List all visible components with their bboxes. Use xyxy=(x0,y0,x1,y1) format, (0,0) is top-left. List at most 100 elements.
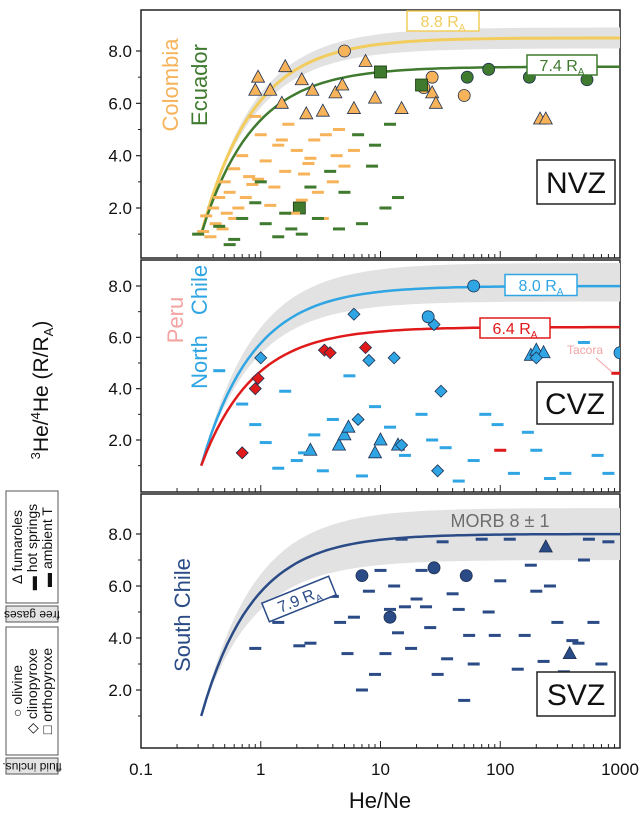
data-point xyxy=(252,177,265,181)
curve-label: 8.8 RA xyxy=(406,10,480,34)
series-north-chile-fumaroles xyxy=(303,342,551,459)
data-point xyxy=(278,58,293,73)
data-point xyxy=(299,105,314,120)
data-point xyxy=(543,584,556,588)
x-tick-label: 1 xyxy=(256,760,265,779)
y-tick-label: 4.0 xyxy=(108,147,132,166)
data-point xyxy=(204,235,217,239)
data-point xyxy=(228,216,241,220)
data-point xyxy=(529,351,543,365)
data-point xyxy=(459,569,473,582)
series-peru-clinopyroxene xyxy=(235,341,373,460)
data-point xyxy=(538,111,553,125)
x-tick-label: 100 xyxy=(486,760,514,779)
data-point xyxy=(192,232,205,236)
data-point xyxy=(330,154,343,158)
series-south-chile-fumaroles xyxy=(538,539,577,659)
data-point xyxy=(537,659,550,663)
data-point xyxy=(254,180,267,184)
data-point xyxy=(467,662,480,666)
legend-title-free-gases: free gases xyxy=(4,608,60,622)
data-point xyxy=(424,85,440,99)
legend-title-fluid-inclusions: fluid inclus. xyxy=(2,760,61,774)
zone-label-svz: SVZ xyxy=(536,671,616,717)
panels: 2.0 4.0 6.0 8.0 Colombia Ecuador 8.8 RA 7.4 RA N… xyxy=(108,10,621,748)
data-point xyxy=(328,85,343,99)
data-point xyxy=(434,384,448,398)
x-tick-label: 1000 xyxy=(601,760,639,779)
data-point xyxy=(288,211,301,215)
data-point xyxy=(415,568,428,572)
data-point xyxy=(326,417,339,421)
data-point xyxy=(551,620,564,624)
data-point xyxy=(259,222,272,226)
y-tick-label: 2.0 xyxy=(108,681,132,700)
data-point xyxy=(362,589,375,593)
y-tick-label: 6.0 xyxy=(108,94,132,113)
data-point xyxy=(494,579,507,583)
zone-label-cvz: CVZ xyxy=(536,381,614,425)
legend-item: ○ olivine xyxy=(9,665,25,717)
data-point xyxy=(383,610,397,624)
region-label: South Chile xyxy=(170,558,195,672)
zone-label-nvz: NVZ xyxy=(536,159,616,205)
data-point xyxy=(426,438,439,442)
data-point xyxy=(197,230,210,234)
data-point xyxy=(236,154,249,158)
region-label: Chile xyxy=(187,265,212,315)
data-point xyxy=(415,78,428,92)
data-point xyxy=(200,214,213,218)
data-point xyxy=(248,382,262,396)
data-point xyxy=(316,469,329,473)
data-point xyxy=(272,235,285,239)
morb-band xyxy=(201,27,620,235)
svg-text:SVZ: SVZ xyxy=(547,679,605,712)
series-north-chile-hot-springs xyxy=(213,340,615,483)
y-tick-label: 4.0 xyxy=(108,380,132,399)
data-point xyxy=(338,190,351,194)
data-point xyxy=(228,237,241,241)
data-point xyxy=(347,148,360,152)
legend-title-box xyxy=(5,605,59,623)
data-point xyxy=(347,615,360,619)
legend-item: ▬ hot springs xyxy=(24,504,40,590)
data-point xyxy=(338,164,351,168)
data-point xyxy=(369,143,382,147)
data-point xyxy=(218,180,231,184)
data-point xyxy=(391,631,404,635)
data-point xyxy=(216,227,229,231)
data-point xyxy=(249,646,262,650)
data-point xyxy=(463,633,476,637)
data-point xyxy=(279,169,292,173)
morb-band xyxy=(201,263,620,466)
data-point xyxy=(279,211,292,215)
panel-nvz: 2.0 4.0 6.0 8.0 Colombia Ecuador 8.8 RA 7.4 RA N… xyxy=(108,10,621,258)
data-point xyxy=(446,592,459,596)
data-point xyxy=(395,537,408,541)
data-point xyxy=(290,148,303,152)
data-point xyxy=(457,89,471,102)
data-point xyxy=(538,539,553,553)
data-point xyxy=(213,224,226,228)
region-label: Ecuador xyxy=(187,44,212,126)
curve-label: 7.4 RA xyxy=(526,54,598,78)
data-point xyxy=(428,95,444,109)
data-point xyxy=(263,82,278,96)
data-point xyxy=(319,133,332,137)
region-label: Peru xyxy=(163,297,188,343)
series-ecuador-orthopyroxene xyxy=(292,65,428,215)
data-point xyxy=(358,53,373,67)
data-point xyxy=(383,122,396,126)
data-point xyxy=(250,69,266,83)
data-point xyxy=(290,459,303,463)
legend-item: Δ fumaroles xyxy=(9,510,25,584)
region-label: Colombia xyxy=(158,38,183,132)
data-point xyxy=(326,180,339,184)
data-point xyxy=(452,607,465,611)
y-axis-label: 3He/4He (R/RA) xyxy=(28,321,56,460)
data-point xyxy=(602,540,615,544)
mixing-curve-1 xyxy=(200,532,620,717)
data-point xyxy=(395,438,409,452)
data-point xyxy=(613,346,620,360)
